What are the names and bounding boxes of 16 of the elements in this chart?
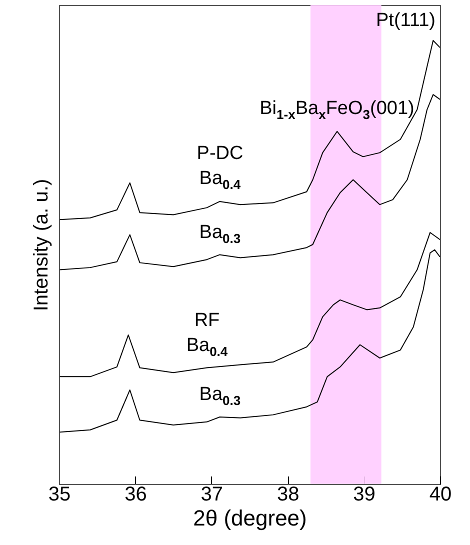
annotation: Bi$_{1-x}$Ba$_{x}$FeO$_{3}$(001): [260, 98, 414, 122]
annotation: RF: [194, 310, 220, 331]
annotation: P-DC: [196, 143, 244, 164]
annotation: Ba$_{0.4}$: [199, 168, 241, 192]
x-tick-label: 40: [429, 484, 452, 506]
annotation: Ba$_{0.3}$: [199, 384, 241, 408]
x-tick-label: 39: [353, 484, 376, 506]
annotation: Ba$_{0.3}$: [199, 222, 241, 246]
annotation: Pt(111): [376, 10, 436, 32]
x-axis-title: 2θ (degree): [193, 506, 307, 530]
y-axis-title: Intensity (a. u.): [30, 178, 52, 312]
annotation: Ba$_{0.4}$: [186, 334, 228, 359]
x-tick-label: 35: [48, 484, 71, 506]
x-tick-label: 37: [200, 484, 224, 506]
x-tick-label: 36: [124, 484, 147, 506]
x-tick-label: 38: [276, 484, 300, 506]
